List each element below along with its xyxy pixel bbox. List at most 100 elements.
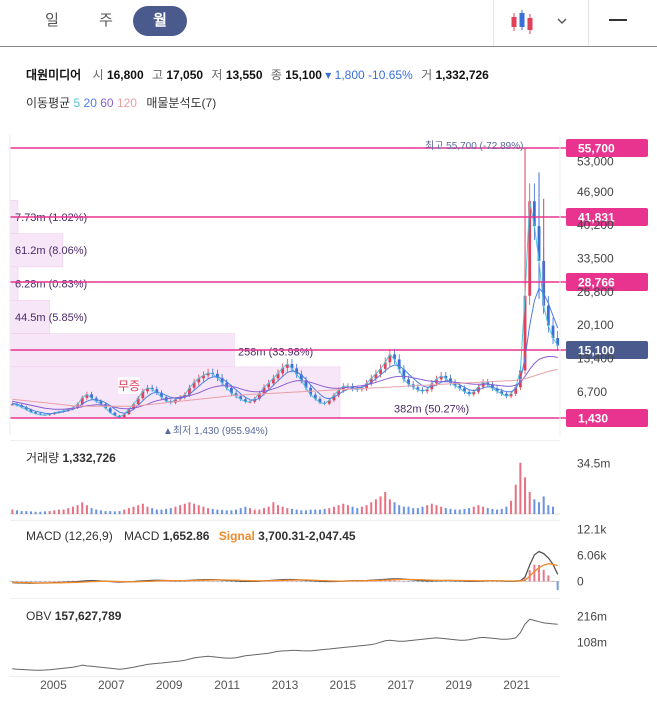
candle-body: [313, 394, 317, 399]
y-tick-label: 46,900: [577, 185, 614, 199]
volume-chart: 34.5m: [10, 440, 610, 515]
volume-bar: [123, 509, 126, 514]
volume-bar: [57, 509, 60, 514]
volume-profile-label[interactable]: 매물분석도(7): [146, 96, 217, 110]
macd-histogram-bar: [458, 581, 461, 582]
macd-histogram-bar: [165, 581, 168, 582]
volume-bar: [272, 502, 275, 514]
volume-bar: [81, 502, 84, 514]
divider: [493, 0, 494, 46]
candle-body: [262, 387, 266, 394]
macd-histogram-bar: [188, 581, 191, 582]
macd-histogram-bar: [62, 580, 65, 582]
stock-name: 대원미디어: [26, 68, 82, 82]
volume-bar: [468, 508, 471, 514]
tab-month[interactable]: 월: [133, 6, 187, 36]
candle-body: [141, 391, 145, 399]
volume-bar: [524, 477, 527, 514]
volume-bar: [76, 505, 79, 514]
volume-bar: [211, 508, 214, 514]
price-chart[interactable]: 7.73m (1.02%) 61.2m (8.06%) 6.28m (0.83%) 4…: [0, 135, 657, 435]
candle-body: [351, 386, 354, 389]
volume-bar: [286, 508, 289, 514]
macd-histogram-bar: [300, 581, 303, 582]
menu-icon[interactable]: [609, 19, 627, 21]
macd-histogram-bar: [552, 581, 555, 582]
period-tab-bar: 일 주 월: [0, 0, 657, 47]
volume-bar: [216, 509, 219, 514]
candle-body: [160, 392, 163, 398]
ma60-label: 60: [100, 96, 114, 110]
volume-bar: [277, 505, 280, 514]
candle-body: [216, 373, 219, 378]
macd-histogram-bar: [379, 580, 382, 582]
macd-label: MACD: [124, 529, 160, 543]
candle-body: [556, 338, 560, 346]
macd-histogram-bar: [197, 580, 200, 582]
open-label: 시: [92, 68, 104, 82]
candle-body: [299, 374, 303, 381]
volume-bar: [356, 508, 359, 514]
volume-bar: [323, 508, 326, 514]
macd-histogram-bar: [538, 565, 541, 582]
candle-body: [108, 408, 112, 413]
volume-bar: [34, 511, 37, 514]
price-level-text: 1,430: [578, 412, 608, 426]
candle-body: [276, 373, 280, 379]
volume-bar: [444, 508, 447, 514]
volume-profile-label: 258m (33.98%): [238, 346, 313, 358]
candle-body: [546, 305, 550, 326]
price-level-text: 15,100: [578, 343, 615, 357]
x-tick-label: 2017: [387, 678, 414, 692]
macd-histogram-bar: [211, 581, 214, 582]
volume-bar: [188, 502, 191, 514]
volume-bar: [402, 506, 405, 514]
candle-body: [150, 387, 154, 390]
candle-body: [211, 372, 215, 374]
candle-body: [369, 378, 373, 384]
candle-body: [248, 401, 252, 403]
candle-body: [337, 390, 341, 396]
candle-body: [504, 393, 508, 397]
close-value: 15,100: [285, 68, 322, 82]
x-tick-label: 2021: [503, 678, 530, 692]
candle-body: [29, 409, 33, 413]
macd-histogram-bar: [174, 581, 177, 582]
volume-bar: [249, 508, 252, 514]
volume-bar: [370, 502, 373, 514]
volume-profile-label: 61.2m (8.06%): [15, 245, 87, 257]
candle-body: [491, 384, 494, 389]
volume-bar: [141, 503, 144, 514]
tab-week[interactable]: 주: [99, 12, 113, 29]
macd-histogram-bar: [533, 564, 536, 582]
volume-bar: [482, 506, 485, 514]
candle-body: [132, 404, 135, 410]
volume-value: 1,332,726: [435, 68, 489, 82]
candle-body: [416, 387, 420, 390]
obv-value: 157,627,789: [54, 609, 122, 623]
ma60-line: [12, 356, 558, 410]
tab-day[interactable]: 일: [45, 12, 59, 29]
macd-histogram-bar: [430, 581, 433, 583]
moving-average-label[interactable]: 이동평균: [26, 96, 71, 110]
chart-type-selector[interactable]: [508, 8, 576, 36]
candle-body: [532, 201, 536, 227]
max-price-label: 최고 55,700 (-72.89%): [425, 141, 524, 152]
volume-profile-label: 7.73m (1.02%): [15, 212, 87, 224]
low-label: 저: [211, 68, 223, 82]
volume-bar: [374, 499, 377, 514]
macd-chart: 12.1k 6.06k 0: [10, 520, 607, 591]
macd-histogram-bar: [25, 581, 28, 582]
macd-histogram-bar: [39, 581, 42, 582]
volume-bar: [393, 502, 396, 514]
volume-bar: [239, 508, 242, 514]
macd-histogram-bar: [76, 580, 79, 582]
high-value: 17,050: [166, 68, 204, 82]
obv-title: OBV: [26, 609, 52, 623]
min-price-label: ▲최저 1,430 (955.94%): [163, 426, 269, 437]
macd-histogram-bar: [15, 581, 18, 582]
volume-bar: [160, 509, 163, 514]
macd-histogram-bar: [225, 581, 228, 582]
volume-total: 1,332,726: [62, 451, 116, 465]
candle-body: [197, 378, 201, 383]
